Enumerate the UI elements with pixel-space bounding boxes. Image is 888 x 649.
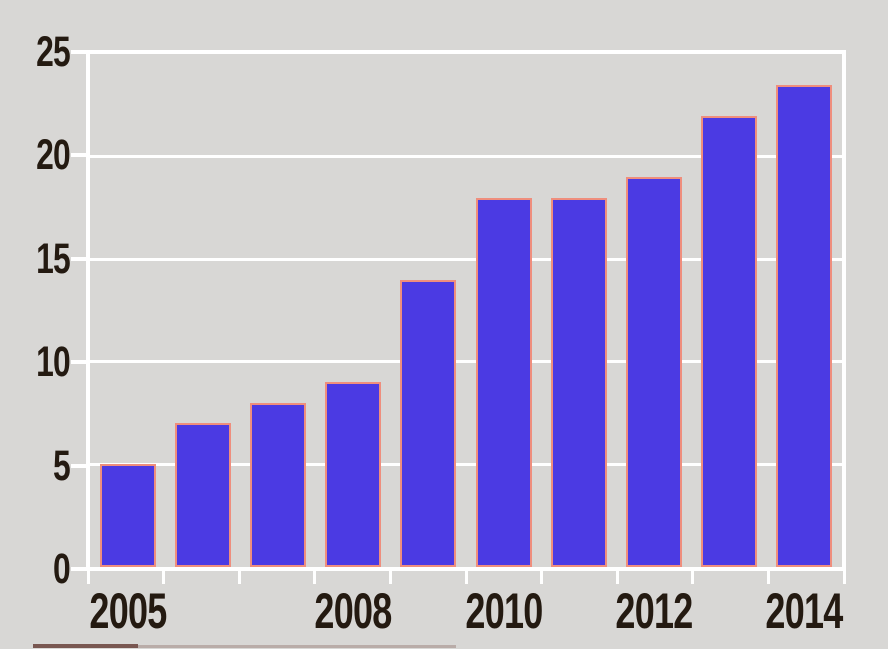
bar-2014 xyxy=(776,85,833,567)
gridline-15 xyxy=(90,257,842,261)
bar-2006 xyxy=(174,423,231,567)
y-axis-label-0: 0 xyxy=(53,545,71,593)
gridline-5 xyxy=(90,462,842,466)
x-tick-2 xyxy=(237,571,241,584)
x-axis-label-2012: 2012 xyxy=(615,583,693,639)
plot-area-frame xyxy=(86,50,846,571)
x-tick-1 xyxy=(162,571,166,584)
bottom-crop-artifact xyxy=(33,644,138,648)
x-tick-8 xyxy=(691,571,695,584)
bar-2013 xyxy=(701,116,758,567)
bar-2011 xyxy=(550,198,607,567)
gridline-10 xyxy=(90,360,842,364)
y-axis-label-25: 25 xyxy=(36,28,71,76)
bottom-crop-artifact-faint xyxy=(138,645,456,648)
bar-2009 xyxy=(400,280,457,567)
plot-area xyxy=(90,54,842,567)
bar-2005 xyxy=(99,464,156,567)
x-axis-label-2010: 2010 xyxy=(464,583,543,639)
y-axis-label-5: 5 xyxy=(53,441,71,490)
y-axis-label-15: 15 xyxy=(36,234,71,283)
x-tick-3 xyxy=(313,571,317,584)
x-tick-7 xyxy=(615,571,619,584)
y-tick-15 xyxy=(71,256,88,261)
x-axis-label-2008: 2008 xyxy=(314,583,393,639)
x-tick-0 xyxy=(86,571,90,584)
y-axis-label-10: 10 xyxy=(36,338,71,387)
y-tick-10 xyxy=(71,360,88,365)
bar-2012 xyxy=(626,177,682,567)
y-tick-0 xyxy=(71,567,88,571)
x-axis-label-2005: 2005 xyxy=(88,583,167,639)
x-axis-label-2014: 2014 xyxy=(765,583,844,639)
y-tick-20 xyxy=(71,153,88,158)
x-tick-10 xyxy=(842,571,846,584)
y-tick-25 xyxy=(71,50,88,54)
x-tick-9 xyxy=(766,571,770,584)
x-tick-5 xyxy=(464,571,468,584)
y-axis-label-20: 20 xyxy=(36,131,71,180)
bar-2008 xyxy=(325,382,382,567)
gridline-20 xyxy=(90,155,842,159)
y-tick-5 xyxy=(71,463,88,468)
bar-2010 xyxy=(475,198,532,567)
x-tick-4 xyxy=(388,571,392,584)
x-tick-6 xyxy=(540,571,544,584)
bar-2007 xyxy=(250,403,306,567)
